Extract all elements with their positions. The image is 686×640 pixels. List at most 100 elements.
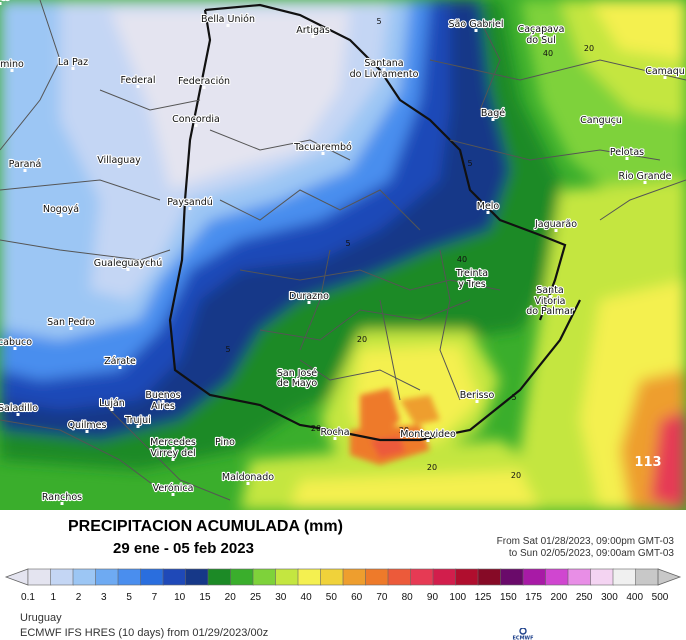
city-label: Berisso — [460, 390, 495, 401]
city-label: Bella Unión — [201, 14, 255, 25]
contour-label: 40 — [457, 255, 467, 264]
scale-tick-label: 500 — [651, 592, 669, 603]
scale-swatch — [162, 568, 187, 586]
scale-tick-label: 7 — [151, 592, 158, 603]
scale-swatch — [95, 568, 119, 586]
city-marker — [307, 301, 311, 304]
city-marker — [426, 439, 430, 442]
scale-swatch — [410, 568, 434, 586]
scale-tick-label: 3 — [101, 592, 107, 603]
scale-swatch — [72, 568, 97, 586]
contour-label: 20 — [511, 471, 521, 480]
city-label: Melo — [477, 201, 500, 212]
city-marker — [117, 165, 121, 168]
city-marker — [311, 35, 315, 38]
map-title: PRECIPITACION ACUMULADA (mm) — [68, 518, 343, 535]
scale-tick-label: 100 — [449, 592, 467, 603]
city-label: San Pedro — [47, 317, 95, 328]
scale-arrow-right — [657, 568, 682, 586]
city-marker — [188, 207, 192, 210]
city-marker — [23, 169, 27, 172]
city-label: Jaguarão — [534, 219, 577, 230]
city-marker — [321, 152, 325, 155]
city-marker — [171, 458, 175, 461]
contour-label: 5 — [467, 159, 472, 168]
valid-from: From Sat 01/28/2023, 09:00pm GMT-03 — [496, 536, 674, 547]
date-range: 29 ene - 05 feb 2023 — [113, 540, 254, 557]
scale-swatch — [320, 568, 344, 586]
city-label: Artigas — [296, 25, 330, 36]
scale-swatch — [522, 568, 547, 586]
scale-tick-label: 150 — [499, 592, 517, 603]
city-label: Verónica — [153, 483, 194, 494]
city-marker — [136, 85, 140, 88]
contour-labels: 5 20 5 5 5 5 5 20 20 20 40 40 20 20 — [225, 17, 594, 480]
city-marker — [85, 430, 89, 433]
scale-tick-label: 2 — [75, 592, 82, 603]
precipitation-map: 5 20 5 5 5 5 5 20 20 20 40 40 20 20 Bella Unión Artiga… — [0, 0, 686, 510]
city-marker — [474, 29, 478, 32]
scale-tick-label: 175 — [525, 592, 542, 603]
city-marker — [110, 408, 114, 411]
contour-label: 20 — [427, 463, 437, 472]
city-label: Montevideo — [400, 429, 456, 440]
svg-text:ECMWF: ECMWF — [513, 636, 534, 640]
city-marker — [548, 295, 552, 298]
city-label: Virrey delPino — [150, 437, 235, 459]
scale-arrow-left — [4, 568, 29, 586]
city-label: Santana do Livramento — [350, 58, 419, 80]
city-label: Villaguay — [97, 155, 141, 166]
city-label: cabuco — [0, 337, 32, 348]
city-label: Gualeguaychú — [94, 258, 162, 269]
contour-label: 20 — [399, 426, 409, 435]
city-label: Quilmes — [68, 420, 107, 431]
contour-label: 5 — [345, 239, 350, 248]
city-label: Rocha — [320, 427, 349, 438]
city-marker — [333, 437, 337, 440]
scale-swatch — [387, 568, 412, 586]
city-label: Federación — [178, 76, 230, 87]
city-label: Canguçu — [580, 115, 622, 126]
city-label: La Paz — [58, 57, 88, 68]
city-marker — [13, 347, 17, 350]
scale-swatch — [297, 568, 322, 586]
scale-swatch — [590, 568, 614, 586]
city-marker — [0, 2, 2, 5]
city-label: Bagé — [481, 108, 505, 119]
scale-swatch — [545, 568, 569, 586]
scale-swatch — [185, 568, 209, 586]
scale-swatch — [432, 568, 457, 586]
contour-label: 5 — [511, 393, 516, 402]
city-marker — [136, 425, 140, 428]
city-label: Treinta y Tres — [455, 268, 488, 290]
scale-swatch — [230, 568, 254, 586]
contour-label: 20 — [311, 424, 321, 433]
scale-tick-label: 30 — [275, 592, 287, 603]
scale-swatch — [207, 568, 232, 586]
city-label: Paysandú — [167, 197, 213, 208]
scale-tick-label: 5 — [126, 592, 132, 603]
scale-tick-label: 1 — [50, 592, 57, 603]
legend-footer: PRECIPITACION ACUMULADA (mm) 29 ene - 05… — [0, 510, 686, 640]
city-marker — [69, 327, 73, 330]
city-label: Buenos Aires — [145, 390, 180, 412]
scale-tick-label: 10 — [174, 592, 186, 603]
model-label: ECMWF IFS HRES (10 days) from 01/29/2023… — [20, 627, 269, 639]
max-value-label: 113 — [634, 455, 661, 470]
contour-label: 5 — [225, 345, 230, 354]
city-marker — [60, 502, 64, 505]
city-marker — [599, 125, 603, 128]
scale-tick-label: 50 — [325, 592, 337, 603]
city-marker — [486, 211, 490, 214]
scale-swatch — [455, 568, 479, 586]
city-marker — [126, 268, 130, 271]
scale-swatch — [117, 568, 142, 586]
city-label: Rio Grande — [618, 171, 671, 182]
city-marker — [663, 76, 667, 79]
city-labels: Bella Unión Artigas São Gabriel Caçapava do … — [0, 0, 686, 505]
city-marker — [16, 413, 20, 416]
scale-swatch — [275, 568, 299, 586]
city-label: Nogoyá — [43, 204, 79, 215]
scale-swatch — [342, 568, 367, 586]
city-marker — [246, 482, 250, 485]
